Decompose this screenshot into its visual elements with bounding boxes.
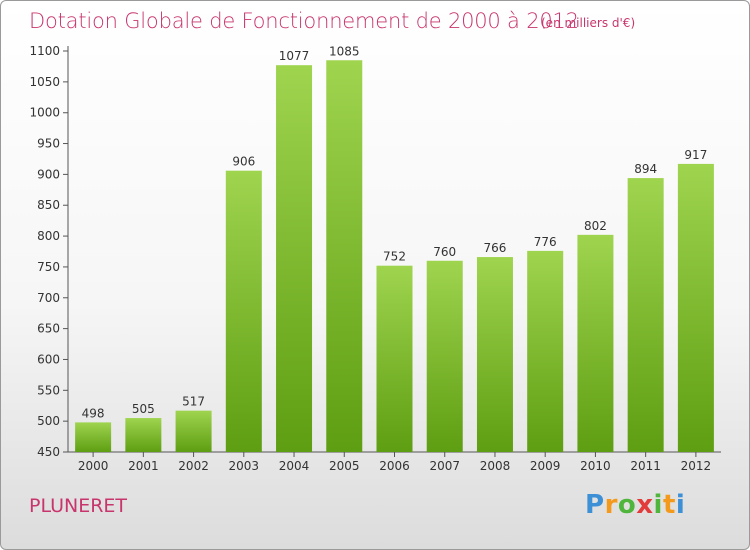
- place-name: PLUNERET: [29, 495, 128, 517]
- y-tick-label: 900: [37, 167, 60, 181]
- chart-title: Dotation Globale de Fonctionnement de 20…: [29, 9, 579, 33]
- bar: [577, 234, 614, 452]
- x-tick-label: 2009: [530, 459, 561, 473]
- bar: [376, 265, 413, 452]
- x-tick-label: 2000: [78, 459, 109, 473]
- bar: [677, 163, 714, 453]
- y-tick-label: 700: [37, 291, 60, 305]
- bar: [426, 260, 463, 452]
- bar: [225, 170, 262, 452]
- bar-value-label: 1077: [279, 49, 310, 63]
- y-tick-label: 1100: [29, 44, 60, 58]
- bar: [476, 257, 513, 452]
- y-tick-label: 1000: [29, 106, 60, 120]
- x-tick-label: 2004: [279, 459, 310, 473]
- x-tick-label: 2003: [229, 459, 260, 473]
- bar-value-label: 1085: [329, 44, 360, 58]
- y-tick-label: 750: [37, 260, 60, 274]
- logo-letter: i: [653, 490, 663, 520]
- bar: [326, 60, 363, 452]
- bar: [276, 65, 313, 452]
- bar-value-label: 766: [484, 241, 507, 255]
- x-tick-label: 2008: [480, 459, 511, 473]
- bar-value-label: 498: [82, 406, 105, 420]
- y-tick-label: 1050: [29, 75, 60, 89]
- x-tick-label: 2012: [681, 459, 712, 473]
- y-tick-label: 800: [37, 229, 60, 243]
- bar-value-label: 776: [534, 235, 557, 249]
- x-tick-label: 2007: [429, 459, 460, 473]
- bar: [125, 418, 162, 452]
- y-tick-label: 550: [37, 383, 60, 397]
- y-tick-label: 650: [37, 322, 60, 336]
- bar-value-label: 802: [584, 219, 607, 233]
- logo-letter: t: [662, 490, 676, 520]
- y-tick-label: 850: [37, 198, 60, 212]
- unit-note: (en milliers d'€): [541, 16, 636, 30]
- logo-letter: P: [585, 490, 605, 520]
- y-tick-label: 450: [37, 445, 60, 459]
- logo-letter: r: [604, 490, 618, 520]
- x-tick-label: 2001: [128, 459, 159, 473]
- bar-value-label: 505: [132, 402, 155, 416]
- bar: [175, 410, 212, 452]
- bar-value-label: 917: [684, 148, 707, 162]
- x-tick-label: 2005: [329, 459, 360, 473]
- logo-letter: x: [636, 490, 654, 520]
- bar-value-label: 760: [433, 245, 456, 259]
- bar: [527, 250, 564, 452]
- y-tick-label: 500: [37, 414, 60, 428]
- x-tick-label: 2002: [178, 459, 209, 473]
- bar: [627, 178, 664, 452]
- bar-value-label: 517: [182, 395, 205, 409]
- bar-value-label: 752: [383, 250, 406, 264]
- y-tick-label: 950: [37, 137, 60, 151]
- logo-letter: i: [675, 490, 686, 520]
- proxiti-logo[interactable]: Proxiti: [585, 490, 685, 520]
- x-tick-label: 2010: [580, 459, 611, 473]
- bar: [75, 422, 112, 452]
- logo-letter: o: [617, 490, 637, 520]
- bar-value-label: 894: [634, 162, 657, 176]
- x-tick-label: 2006: [379, 459, 410, 473]
- y-tick-label: 600: [37, 352, 60, 366]
- bar-value-label: 906: [232, 155, 255, 169]
- x-tick-label: 2011: [630, 459, 661, 473]
